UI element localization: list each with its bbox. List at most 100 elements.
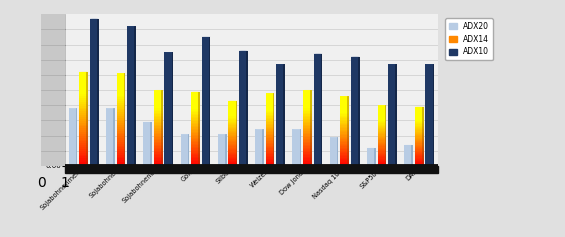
Bar	[385, 105, 386, 166]
Bar	[228, 137, 237, 138]
Bar	[415, 127, 424, 128]
Bar	[228, 111, 237, 112]
Bar	[415, 155, 424, 156]
Bar	[181, 134, 189, 166]
Bar	[415, 129, 424, 130]
Bar	[79, 106, 88, 108]
Bar	[79, 160, 88, 162]
Bar	[377, 121, 386, 122]
Bar	[340, 158, 349, 159]
Bar	[154, 93, 163, 95]
Bar	[293, 129, 301, 166]
Bar	[228, 142, 237, 144]
Bar	[228, 155, 237, 157]
Bar	[266, 114, 275, 115]
Bar	[415, 154, 424, 155]
Bar	[79, 130, 88, 132]
Bar	[377, 126, 386, 127]
Bar	[116, 114, 125, 116]
Bar	[79, 141, 88, 143]
Bar	[303, 116, 312, 117]
Bar	[415, 115, 424, 116]
Bar	[154, 131, 163, 132]
Bar	[415, 152, 424, 153]
Bar	[266, 100, 275, 102]
Bar	[340, 116, 349, 117]
Bar	[191, 145, 200, 146]
Bar	[79, 91, 88, 92]
Bar	[303, 93, 312, 95]
Bar	[303, 149, 312, 151]
Bar	[116, 110, 125, 112]
Bar	[79, 126, 88, 128]
Bar	[116, 157, 125, 159]
Bar	[116, 162, 125, 164]
Bar	[191, 139, 200, 141]
Bar	[191, 154, 200, 155]
Bar	[266, 103, 275, 105]
Bar	[116, 73, 125, 75]
Bar	[377, 128, 386, 129]
Bar	[303, 108, 312, 110]
Bar	[116, 146, 125, 147]
Bar	[79, 149, 88, 151]
Bar	[340, 148, 349, 149]
Bar	[134, 26, 136, 166]
Bar	[191, 159, 200, 160]
Bar	[266, 99, 275, 100]
Bar	[228, 132, 237, 133]
Bar	[228, 105, 237, 106]
Bar	[340, 120, 349, 121]
Bar	[303, 101, 312, 102]
Bar	[377, 164, 386, 165]
Bar	[299, 129, 301, 166]
Bar	[124, 73, 125, 166]
Bar	[303, 107, 312, 108]
Bar	[340, 105, 349, 106]
Bar	[191, 144, 200, 145]
Bar	[116, 151, 125, 153]
Bar	[340, 125, 349, 127]
Bar	[97, 19, 98, 166]
Bar	[340, 99, 349, 100]
Bar	[266, 96, 275, 97]
Bar	[191, 133, 200, 135]
Bar	[266, 121, 275, 122]
Bar	[79, 143, 88, 145]
Bar	[191, 100, 200, 102]
Bar	[377, 115, 386, 116]
Bar	[79, 145, 88, 147]
Bar	[377, 148, 386, 149]
Bar	[388, 64, 397, 166]
Bar	[358, 57, 359, 166]
Bar	[79, 156, 88, 158]
Bar	[154, 151, 163, 152]
Bar	[116, 81, 125, 83]
Bar	[433, 64, 434, 166]
Bar	[266, 129, 275, 131]
Bar	[191, 105, 200, 106]
Bar	[161, 90, 163, 166]
Bar	[415, 113, 424, 114]
Bar	[228, 110, 237, 111]
Bar	[303, 158, 312, 160]
Bar	[191, 103, 200, 105]
Bar	[228, 109, 237, 110]
Bar	[377, 113, 386, 114]
Bar	[303, 151, 312, 152]
Bar	[154, 152, 163, 154]
Bar	[228, 151, 237, 153]
Bar	[116, 140, 125, 142]
Bar	[188, 134, 189, 166]
Bar	[228, 106, 237, 107]
Bar	[415, 111, 424, 113]
Bar	[116, 121, 125, 123]
Bar	[340, 96, 349, 97]
Bar	[340, 155, 349, 156]
Bar	[228, 123, 237, 124]
Bar	[228, 148, 237, 149]
Bar	[377, 123, 386, 125]
Bar	[218, 134, 227, 166]
Bar	[116, 123, 125, 125]
Bar	[154, 122, 163, 123]
